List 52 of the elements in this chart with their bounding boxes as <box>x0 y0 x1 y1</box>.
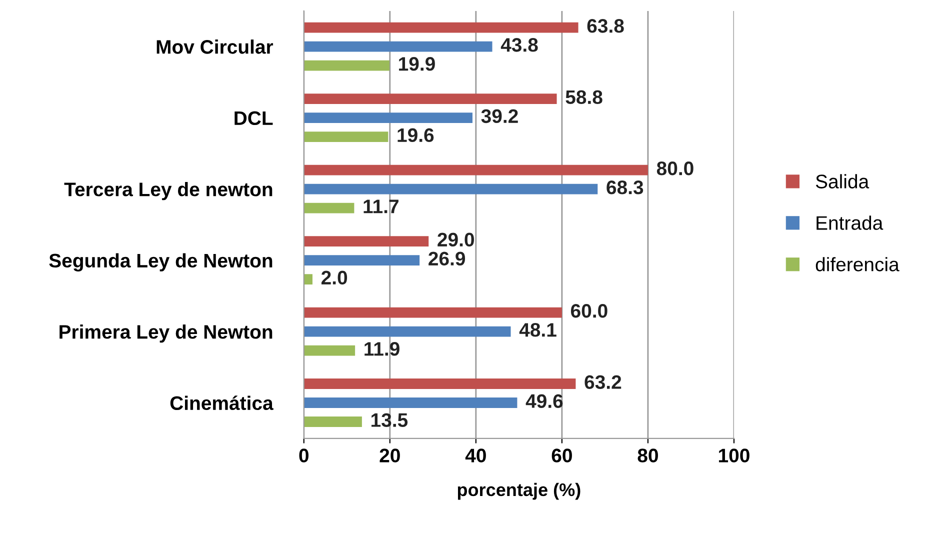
data-label: 49.6 <box>526 394 563 408</box>
data-label: 58.8 <box>566 90 602 104</box>
data-label: 13.5 <box>371 413 408 428</box>
bar <box>304 378 576 390</box>
x-tick-label: 0 <box>299 448 308 462</box>
legend-label: Salida <box>816 174 870 188</box>
bar <box>304 132 388 142</box>
bar <box>304 112 472 124</box>
data-label: 63.2 <box>584 375 622 390</box>
bar <box>304 60 390 71</box>
bar <box>304 416 362 427</box>
data-label: 43.8 <box>500 38 538 52</box>
bar <box>304 345 356 356</box>
bar <box>304 307 562 318</box>
x-tick-label: 80 <box>638 448 658 462</box>
data-label: 60.0 <box>570 304 608 318</box>
data-label: 11.7 <box>364 200 398 214</box>
bar <box>304 94 557 104</box>
bar <box>304 274 312 285</box>
bar <box>304 255 420 266</box>
legend-label: diferencia <box>816 257 900 272</box>
bar <box>304 184 598 194</box>
y-tick-label: DCL <box>234 111 273 126</box>
bar <box>304 22 578 33</box>
data-label: 80.0 <box>656 162 694 176</box>
y-tick-label: Tercera Ley de newton <box>64 182 272 200</box>
y-tick-label: Segunda Ley de Newton <box>49 253 272 272</box>
y-tick-label: Cinemática <box>170 396 274 410</box>
data-label: 63.8 <box>587 19 624 33</box>
data-label: 2.0 <box>321 270 348 285</box>
x-tick-label: 60 <box>552 448 572 462</box>
data-label: 26.9 <box>428 252 466 266</box>
data-label: 19.6 <box>398 128 434 142</box>
bar <box>304 202 354 214</box>
x-axis-title: porcentaje (%) <box>458 482 580 500</box>
y-tick-label: Mov Circular <box>156 40 274 54</box>
bar <box>304 41 492 52</box>
bar <box>304 398 518 408</box>
data-label: 39.2 <box>481 109 518 124</box>
x-tick-label: 100 <box>718 448 750 462</box>
data-label: 19.9 <box>399 57 435 71</box>
bar <box>304 326 511 337</box>
data-label: 29.0 <box>438 232 474 247</box>
data-label: 11.9 <box>364 342 400 356</box>
y-tick-label: Primera Ley de Newton <box>60 324 272 343</box>
legend-label: Entrada <box>816 216 884 230</box>
data-label: 68.3 <box>606 180 644 194</box>
bar <box>304 164 648 176</box>
x-tick-label: 20 <box>380 448 400 462</box>
bar <box>304 236 429 247</box>
x-tick-label: 40 <box>465 448 486 462</box>
data-label: 48.1 <box>519 322 556 337</box>
